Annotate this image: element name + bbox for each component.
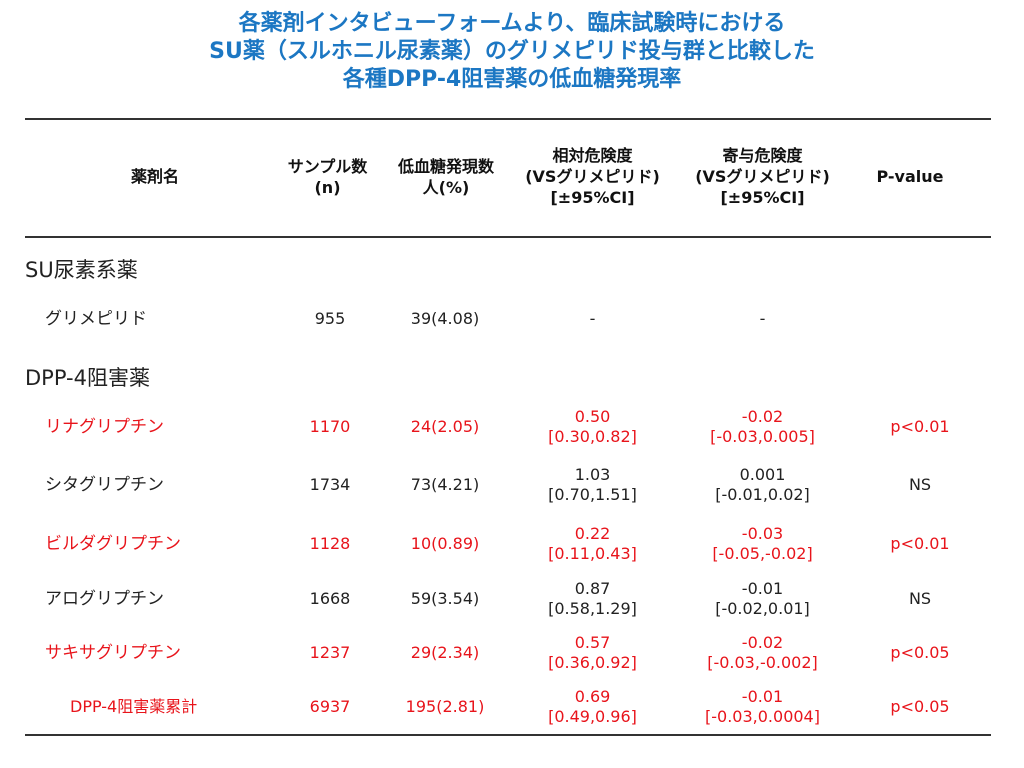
ar-ci: [-0.05,-0.02] <box>712 544 813 563</box>
header-hypo-line-1: 低血糖発現数 <box>397 157 494 176</box>
row-relative-risk: 1.03 [0.70,1.51] <box>510 460 675 510</box>
row-drug-name: グリメピリド <box>45 309 147 329</box>
ar-ci: [-0.01,0.02] <box>715 485 810 504</box>
rr-ci: [0.11,0.43] <box>548 544 637 563</box>
row-p-value: p<0.05 <box>890 643 950 662</box>
group-label-dpp4: DPP-4阻害薬 <box>25 366 150 390</box>
header-relative-risk: 相対危険度 (VSグリメピリド) [±95%CI] <box>510 145 675 208</box>
ar-value: - <box>759 309 766 328</box>
row-relative-risk: 0.22 [0.11,0.43] <box>510 519 675 569</box>
row-relative-risk: 0.57 [0.36,0.92] <box>510 628 675 678</box>
title-line-1: 各薬剤インタビューフォームより、臨床試験時における <box>238 11 786 36</box>
row-drug-name: リナグリプチン <box>45 417 164 437</box>
row-drug-name: シタグリプチン <box>45 475 164 495</box>
header-rr-line-2: (VSグリメピリド) <box>525 167 660 186</box>
row-p-value: p<0.01 <box>890 534 950 553</box>
rr-value: 0.87 <box>574 579 611 598</box>
ar-ci: [-0.03,-0.002] <box>707 653 818 672</box>
header-sample-size: サンプル数 (n) <box>270 156 385 198</box>
table-row: リナグリプチン 1170 24(2.05) 0.50 [0.30,0.82] -… <box>0 402 1024 452</box>
row-hypo-count: 24(2.05) <box>410 417 480 436</box>
row-sample-size: 1734 <box>309 475 351 494</box>
header-drug-name: 薬剤名 <box>130 167 179 186</box>
header-rr-line-3: [±95%CI] <box>550 188 635 207</box>
ar-value: -0.02 <box>741 407 784 426</box>
row-hypo-count: 59(3.54) <box>410 589 480 608</box>
header-sample-line-1: サンプル数 <box>287 157 368 176</box>
rr-value: 0.69 <box>574 687 611 706</box>
ar-value: -0.03 <box>741 524 784 543</box>
row-sample-size: 1237 <box>309 643 351 662</box>
row-attributable-risk: - <box>680 294 845 344</box>
rr-value: 0.50 <box>574 407 611 426</box>
title-line-2: SU薬（スルホニル尿素薬）のグリメピリド投与群と比較した <box>209 39 815 64</box>
row-hypo-count: 29(2.34) <box>410 643 480 662</box>
ar-ci: [-0.03,0.0004] <box>705 707 820 726</box>
header-hypo-line-2: 人(%) <box>422 178 470 197</box>
header-p-value: P-value <box>876 167 944 186</box>
row-attributable-risk: 0.001 [-0.01,0.02] <box>680 460 845 510</box>
ar-value: -0.01 <box>741 687 784 706</box>
rr-ci: [0.49,0.96] <box>548 707 637 726</box>
ar-value: 0.001 <box>739 465 786 484</box>
table-row: ビルダグリプチン 1128 10(0.89) 0.22 [0.11,0.43] … <box>0 519 1024 569</box>
row-attributable-risk: -0.02 [-0.03,0.005] <box>680 402 845 452</box>
row-sample-size: 6937 <box>309 697 351 716</box>
header-ar-line-1: 寄与危険度 <box>722 146 803 165</box>
table-row: アログリプチン 1668 59(3.54) 0.87 [0.58,1.29] -… <box>0 574 1024 624</box>
row-sample-size: 955 <box>314 309 346 328</box>
row-attributable-risk: -0.02 [-0.03,-0.002] <box>680 628 845 678</box>
rr-ci: [0.36,0.92] <box>548 653 637 672</box>
row-hypo-count: 10(0.89) <box>410 534 480 553</box>
row-hypo-count: 39(4.08) <box>410 309 480 328</box>
ar-value: -0.01 <box>741 579 784 598</box>
row-drug-name: アログリプチン <box>45 589 164 609</box>
row-p-value: NS <box>908 475 932 494</box>
header-ar-line-2: (VSグリメピリド) <box>695 167 830 186</box>
row-hypo-count: 73(4.21) <box>410 475 480 494</box>
group-label-su: SU尿素系薬 <box>25 258 138 282</box>
row-sample-size: 1170 <box>309 417 351 436</box>
row-drug-name: ビルダグリプチン <box>45 534 181 554</box>
rr-ci: [0.70,1.51] <box>548 485 637 504</box>
row-relative-risk: 0.87 [0.58,1.29] <box>510 574 675 624</box>
rr-ci: [0.30,0.82] <box>548 427 637 446</box>
header-ar-line-3: [±95%CI] <box>720 188 805 207</box>
ar-value: -0.02 <box>741 633 784 652</box>
row-drug-name: サキサグリプチン <box>45 643 181 663</box>
rr-value: - <box>589 309 596 328</box>
row-p-value: p<0.05 <box>890 697 950 716</box>
row-relative-risk: 0.50 [0.30,0.82] <box>510 402 675 452</box>
header-hypoglycemia: 低血糖発現数 人(%) <box>386 156 506 198</box>
row-attributable-risk: -0.03 [-0.05,-0.02] <box>680 519 845 569</box>
row-relative-risk: - <box>510 294 675 344</box>
row-sample-size: 1128 <box>309 534 351 553</box>
table-row: サキサグリプチン 1237 29(2.34) 0.57 [0.36,0.92] … <box>0 628 1024 678</box>
table-row: グリメピリド 955 39(4.08) - - <box>0 294 1024 344</box>
row-relative-risk: 0.69 [0.49,0.96] <box>510 682 675 732</box>
row-drug-name: DPP-4阻害薬累計 <box>70 697 198 716</box>
rr-value: 0.57 <box>574 633 611 652</box>
rr-value: 1.03 <box>574 465 611 484</box>
header-bottom-rule <box>25 236 991 238</box>
header-rr-line-1: 相対危険度 <box>552 146 633 165</box>
header-sample-line-2: (n) <box>314 178 341 197</box>
title-line-3: 各種DPP-4阻害薬の低血糖発現率 <box>342 67 682 92</box>
page-title: 各薬剤インタビューフォームより、臨床試験時における SU薬（スルホニル尿素薬）の… <box>0 10 1024 94</box>
table-row: DPP-4阻害薬累計 6937 195(2.81) 0.69 [0.49,0.9… <box>0 682 1024 732</box>
row-hypo-count: 195(2.81) <box>405 697 485 716</box>
header-attributable-risk: 寄与危険度 (VSグリメピリド) [±95%CI] <box>680 145 845 208</box>
row-attributable-risk: -0.01 [-0.02,0.01] <box>680 574 845 624</box>
row-attributable-risk: -0.01 [-0.03,0.0004] <box>680 682 845 732</box>
row-sample-size: 1668 <box>309 589 351 608</box>
ar-ci: [-0.03,0.005] <box>710 427 815 446</box>
table-top-rule <box>25 118 991 120</box>
table-bottom-rule <box>25 734 991 736</box>
row-p-value: p<0.01 <box>890 417 950 436</box>
row-p-value: NS <box>908 589 932 608</box>
table-row: シタグリプチン 1734 73(4.21) 1.03 [0.70,1.51] 0… <box>0 460 1024 510</box>
rr-value: 0.22 <box>574 524 611 543</box>
rr-ci: [0.58,1.29] <box>548 599 637 618</box>
ar-ci: [-0.02,0.01] <box>715 599 810 618</box>
